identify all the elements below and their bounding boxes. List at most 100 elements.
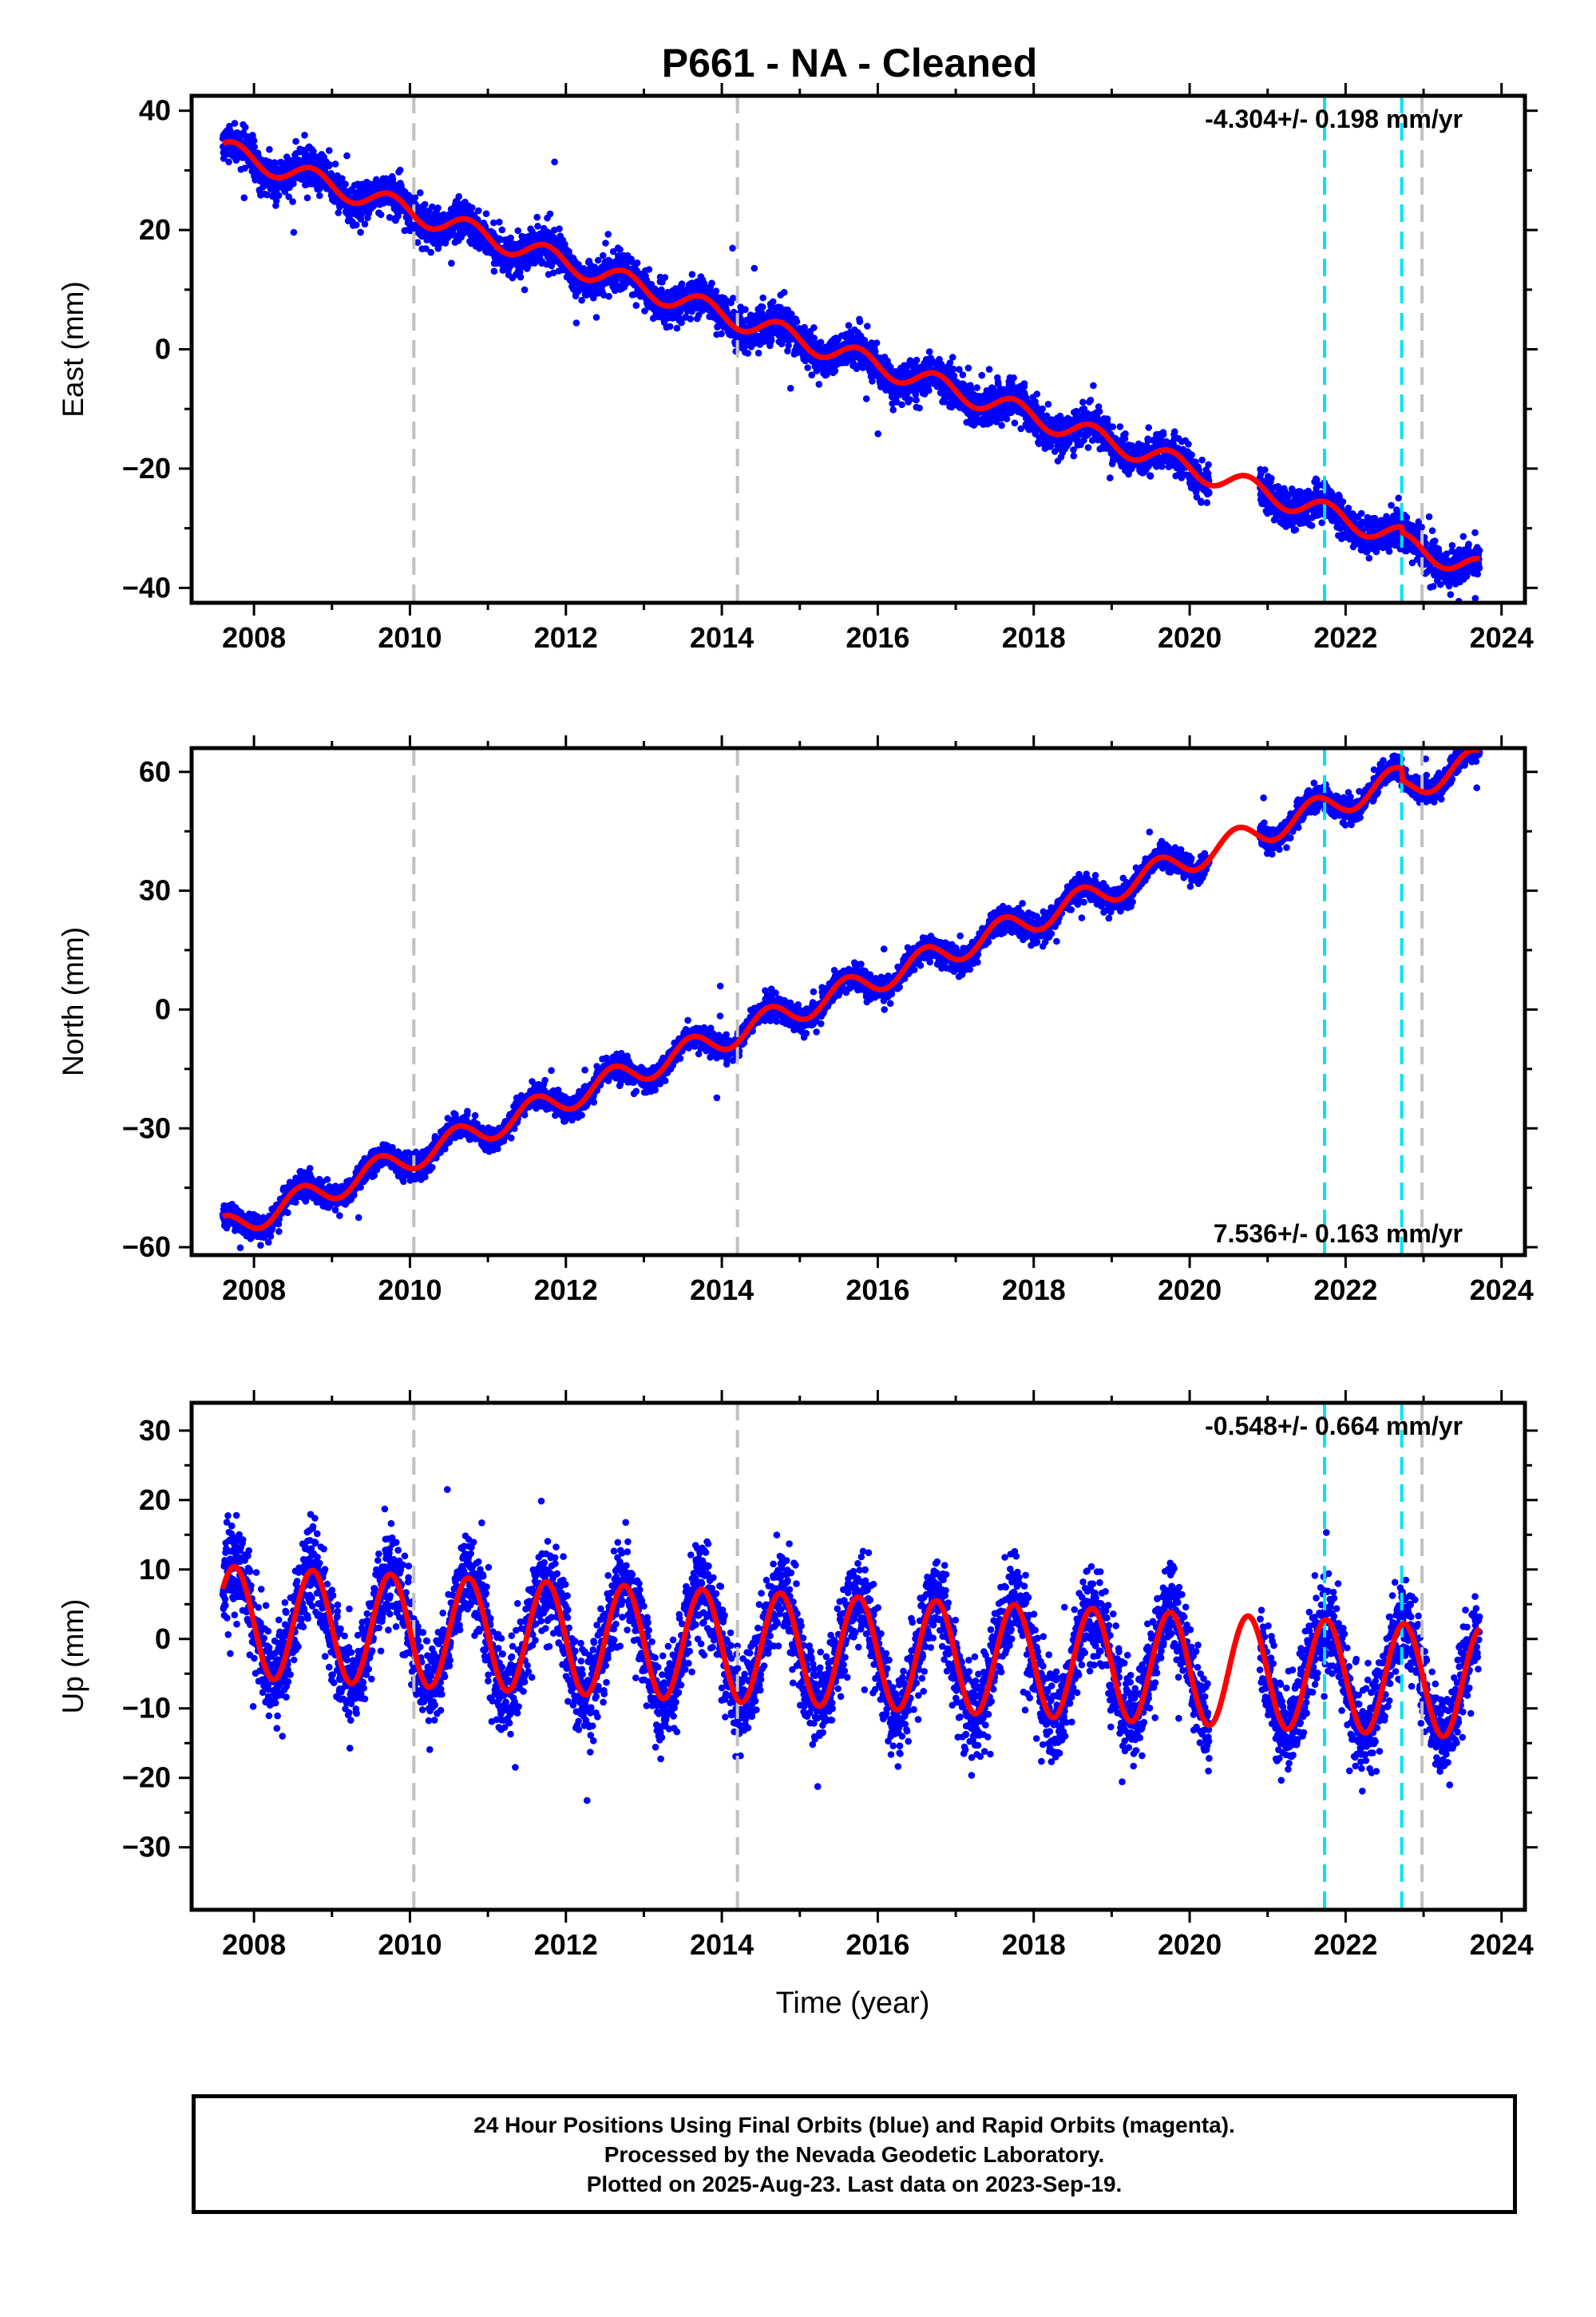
data-point: [534, 223, 541, 230]
data-point: [673, 324, 681, 332]
data-point: [550, 269, 557, 277]
data-point: [361, 220, 369, 228]
data-point: [469, 204, 476, 212]
data-point: [572, 319, 580, 327]
data-point: [801, 323, 808, 331]
data-point: [290, 228, 298, 236]
data-point: [730, 295, 737, 302]
data-point: [1198, 456, 1206, 464]
data-point: [275, 192, 283, 200]
data-point: [434, 204, 442, 212]
data-point: [678, 319, 685, 327]
data-point: [1171, 428, 1178, 435]
data-point: [767, 337, 775, 344]
data-point: [507, 234, 514, 242]
data-point: [335, 209, 343, 216]
data-point: [422, 245, 430, 252]
data-point: [1090, 382, 1097, 390]
data-point: [1261, 466, 1269, 473]
data-point: [1159, 431, 1167, 438]
data-point: [1079, 398, 1087, 406]
data-point: [1084, 444, 1092, 451]
data-point: [712, 287, 720, 295]
data-point: [225, 158, 232, 166]
data-point: [517, 273, 525, 281]
data-point: [272, 197, 280, 204]
data-point: [490, 219, 497, 227]
data-point: [893, 398, 901, 406]
data-point: [678, 280, 686, 287]
data-point: [417, 189, 424, 196]
data-point: [414, 239, 422, 247]
data-point: [925, 386, 933, 394]
data-point: [633, 259, 641, 267]
data-point: [1147, 472, 1154, 480]
data-point: [353, 221, 360, 229]
data-point: [1268, 474, 1275, 482]
data-point: [251, 143, 259, 151]
data-point: [310, 148, 317, 155]
data-point: [241, 164, 248, 172]
data-point: [1203, 499, 1210, 506]
data-point: [590, 294, 597, 302]
data-point: [729, 244, 736, 252]
data-point: [925, 348, 933, 355]
data-point: [1116, 423, 1124, 430]
data-point: [1188, 451, 1195, 459]
data-point: [231, 120, 239, 127]
data-point: [339, 175, 346, 182]
data-point: [1070, 452, 1078, 460]
data-point: [1145, 424, 1152, 431]
data-point: [708, 279, 715, 287]
data-point: [889, 406, 897, 414]
data-point: [292, 137, 299, 145]
data-point: [241, 124, 249, 131]
data-point: [742, 306, 749, 314]
data-point: [1095, 408, 1103, 415]
data-point: [326, 161, 334, 168]
data-point: [785, 342, 792, 350]
data-point: [810, 324, 818, 331]
data-point: [316, 192, 323, 200]
data-point: [263, 191, 271, 199]
data-point: [849, 360, 857, 367]
data-point: [871, 348, 879, 355]
data-point: [868, 339, 876, 347]
data-point: [1020, 380, 1028, 387]
data-point: [609, 248, 617, 255]
data-point: [281, 188, 289, 196]
data-point: [913, 396, 920, 404]
data-point: [856, 318, 864, 326]
data-point: [898, 401, 905, 409]
data-point: [985, 366, 993, 373]
data-point: [759, 294, 766, 302]
data-point: [561, 240, 568, 248]
data-point: [754, 349, 762, 357]
data-point: [864, 323, 871, 330]
data-point: [1044, 401, 1052, 408]
data-point: [817, 339, 825, 347]
data-point: [973, 384, 980, 391]
data-point: [815, 381, 823, 388]
data-point: [831, 367, 839, 374]
data-point: [482, 210, 490, 218]
data-point: [641, 307, 648, 315]
data-point: [808, 371, 815, 379]
panel-0: 2008 2010 2012 2014 2016 2018 2020 2022 2024−40−…: [57, 83, 1538, 654]
data-point: [874, 430, 881, 438]
data-point: [1107, 474, 1114, 481]
data-point: [266, 145, 273, 153]
data-point: [906, 396, 914, 403]
data-point: [475, 207, 482, 215]
data-point: [357, 228, 364, 236]
data-point: [521, 286, 529, 294]
data-point: [427, 248, 434, 256]
data-point: [546, 210, 554, 218]
data-point: [556, 225, 563, 232]
data-point: [810, 335, 818, 342]
data-point: [1308, 522, 1316, 529]
data-point: [605, 292, 612, 300]
data-point: [1003, 415, 1011, 422]
data-point: [498, 226, 506, 234]
